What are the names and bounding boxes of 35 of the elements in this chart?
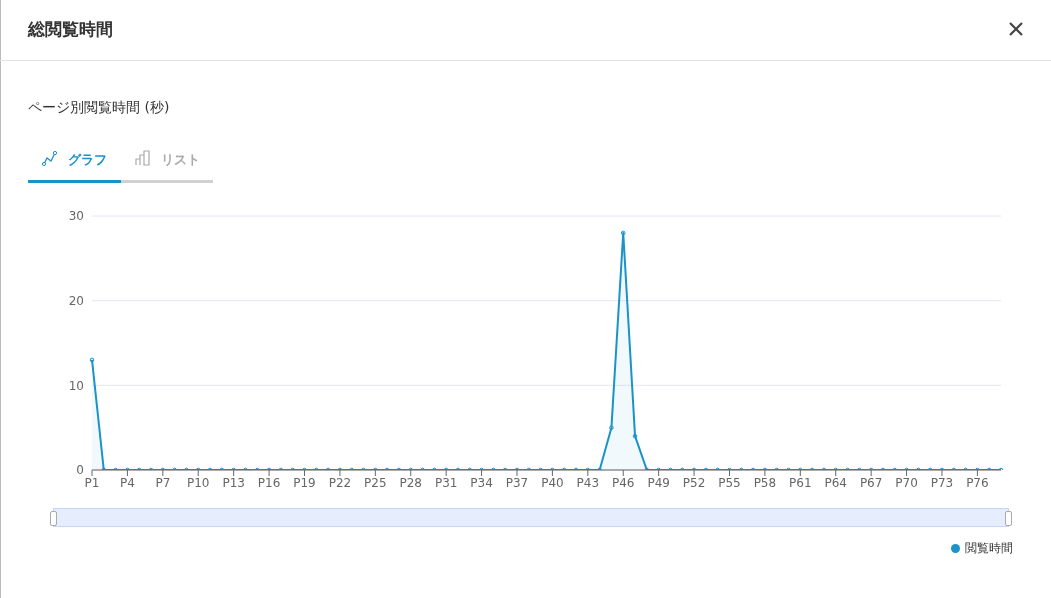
text: リスト	[161, 151, 200, 169]
x-tick-label: P49	[647, 475, 670, 490]
x-tick-label: P4	[119, 475, 135, 490]
x-tick-label: P13	[222, 475, 245, 490]
x-tick-label: P16	[257, 475, 281, 490]
y-tick-label: 30	[68, 209, 84, 224]
x-tick-label: P55	[718, 475, 741, 490]
x-tick-label: P70	[895, 475, 918, 490]
x-tick-label: P40	[541, 475, 564, 490]
x-tick-label: P28	[399, 475, 422, 490]
x-tick-label: P76	[966, 475, 989, 490]
x-tick-label: P43	[576, 475, 600, 490]
x-tick-label: P10	[186, 475, 210, 490]
x-tick-label: P73	[930, 475, 954, 490]
x-tick-label: P67	[859, 475, 883, 490]
legend-label: 閲覧時間	[965, 540, 1013, 557]
x-tick-label: P22	[328, 475, 352, 490]
x-tick-label: P25	[364, 475, 387, 490]
x-tick-label: P1	[84, 475, 100, 490]
y-tick-label: 10	[68, 378, 84, 393]
x-tick-label: P61	[789, 475, 812, 490]
y-tick-label: 0	[76, 463, 84, 478]
text: グラフ	[68, 151, 107, 169]
x-tick-label: P31	[434, 475, 458, 490]
x-tick-label: P64	[824, 475, 847, 490]
chart-subtitle: ページ別閲覧時間 (秒)	[28, 99, 170, 117]
x-tick-label: P58	[753, 475, 777, 490]
x-tick-label: P19	[293, 475, 316, 490]
x-tick-label: P7	[155, 475, 171, 490]
chart-title: 総閲覧時間	[28, 18, 113, 41]
x-tick-label: P37	[505, 475, 529, 490]
y-tick-label: 20	[68, 293, 84, 308]
x-tick-label: P34	[470, 475, 493, 490]
x-tick-label: P52	[682, 475, 706, 490]
x-tick-label: P46	[611, 475, 635, 490]
